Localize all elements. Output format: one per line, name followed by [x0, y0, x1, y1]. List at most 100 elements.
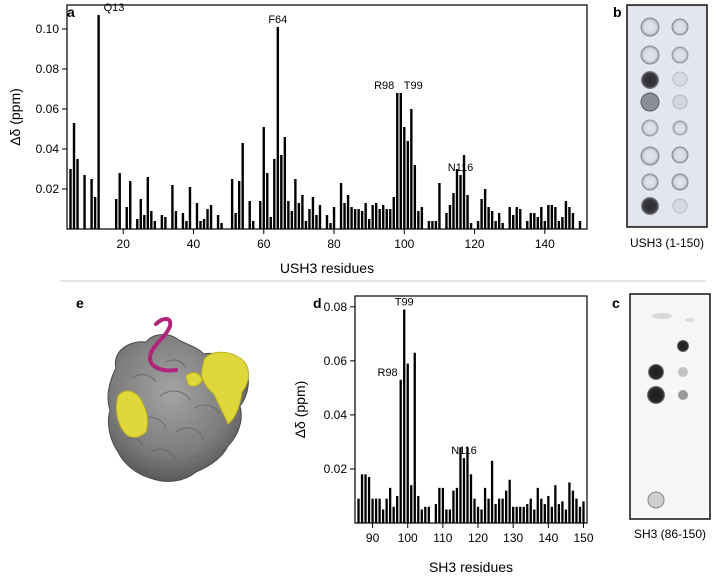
bar-a-130 — [508, 207, 511, 229]
x-tick-label-a: 20 — [117, 237, 131, 251]
bar-a-116 — [459, 175, 462, 229]
bar-a-13 — [97, 15, 100, 229]
bar-a-143 — [554, 207, 557, 229]
dot-spot — [641, 71, 659, 89]
bar-a-92 — [374, 203, 378, 229]
bar-a-82 — [339, 183, 343, 229]
x-axis-title-d: SH3 residues — [429, 559, 513, 575]
bar-d-125 — [494, 504, 497, 523]
bar-a-126 — [494, 221, 497, 229]
bar-a-88 — [360, 211, 364, 229]
bar-a-112 — [445, 213, 448, 229]
bar-a-123 — [483, 189, 487, 229]
panel-label-b: b — [613, 4, 622, 20]
dot-spot — [672, 94, 688, 110]
dot-spot — [677, 340, 689, 352]
annotation-d-N116: N116 — [451, 445, 476, 457]
bar-a-93 — [378, 209, 381, 229]
bar-a-56 — [248, 201, 251, 229]
bar-a-47 — [216, 215, 220, 229]
bar-a-90 — [367, 219, 371, 229]
caption-c: SH3 (86-150) — [634, 527, 706, 541]
bar-d-88 — [364, 474, 367, 523]
bar-d-116 — [462, 458, 466, 523]
bar-a-62 — [269, 217, 272, 229]
bar-d-108 — [434, 504, 437, 523]
bar-d-87 — [360, 474, 364, 523]
bar-a-67 — [287, 201, 290, 229]
bar-d-136 — [533, 509, 536, 523]
bar-d-111 — [445, 509, 448, 523]
bar-d-128 — [505, 490, 508, 523]
bar-a-115 — [455, 169, 459, 229]
bar-a-142 — [550, 205, 554, 229]
bar-a-45 — [209, 205, 213, 229]
dot-spot — [640, 45, 660, 65]
bar-a-57 — [252, 221, 255, 229]
bar-d-114 — [455, 487, 459, 523]
x-tick-label-a: 100 — [394, 237, 414, 251]
bar-a-99 — [399, 93, 402, 229]
bar-a-11 — [90, 179, 93, 229]
y-tick-label-d: 0.08 — [324, 300, 348, 314]
membrane-c-spots — [647, 340, 689, 509]
dot-spot — [640, 146, 660, 166]
bar-a-135 — [526, 221, 529, 229]
bar-a-84 — [346, 195, 350, 229]
bar-d-134 — [526, 504, 529, 523]
chart-a: 20 40 60 80 100 120 140 0.02 0.04 0.06 0.08 0.10 USH… — [7, 2, 588, 276]
x-tick-label-d: 110 — [433, 531, 452, 545]
bar-d-144 — [561, 501, 564, 523]
bar-a-70 — [297, 203, 301, 229]
x-tick-label-a: 140 — [535, 237, 555, 251]
dot-spot — [641, 119, 659, 137]
bar-d-102 — [413, 352, 416, 523]
x-tick-label-d: 140 — [538, 531, 558, 545]
bar-a-66 — [283, 137, 287, 229]
dot-spot — [640, 17, 660, 37]
membrane-c-background — [629, 293, 711, 520]
y-axis-title-d: Δδ (ppm) — [292, 381, 308, 439]
bar-a-96 — [389, 209, 392, 229]
bar-a-27 — [146, 177, 150, 229]
bar-d-124 — [490, 460, 494, 523]
y-tick-label-a: 0.08 — [36, 62, 60, 76]
bar-d-126 — [497, 498, 501, 523]
bar-a-78 — [325, 215, 329, 229]
bar-a-87 — [357, 209, 360, 229]
bar-a-125 — [490, 211, 494, 229]
bar-d-95 — [389, 487, 392, 523]
x-tick-label-d: 90 — [366, 531, 380, 545]
bar-a-91 — [371, 205, 374, 229]
bar-d-100 — [406, 363, 409, 523]
bar-a-42 — [199, 221, 202, 229]
bar-a-29 — [153, 221, 157, 229]
membrane-b-spots — [640, 17, 689, 215]
bar-a-41 — [195, 203, 199, 229]
bar-a-117 — [462, 155, 466, 229]
bar-a-107 — [427, 221, 431, 229]
plot-frame-d — [354, 295, 588, 524]
bar-a-34 — [171, 185, 174, 229]
dot-spot — [641, 197, 659, 215]
bar-d-101 — [410, 485, 413, 523]
panel-label-a: a — [67, 4, 75, 20]
x-tick-label-a: 120 — [465, 237, 485, 251]
bar-d-106 — [427, 506, 430, 523]
bar-d-127 — [501, 498, 504, 523]
bar-d-140 — [547, 495, 550, 523]
bar-a-21 — [125, 207, 128, 229]
bar-d-99 — [403, 309, 406, 523]
dot-spot — [641, 173, 659, 191]
bar-d-129 — [508, 479, 511, 523]
bar-a-113 — [448, 205, 452, 229]
bar-d-121 — [480, 509, 483, 523]
bar-a-31 — [160, 215, 164, 229]
bar-a-85 — [350, 207, 353, 229]
bar-a-132 — [515, 207, 518, 229]
bar-a-76 — [318, 205, 322, 229]
bar-a-7 — [76, 159, 79, 229]
dot-spot — [647, 386, 665, 404]
bar-d-109 — [438, 487, 441, 523]
bar-a-140 — [543, 221, 547, 229]
